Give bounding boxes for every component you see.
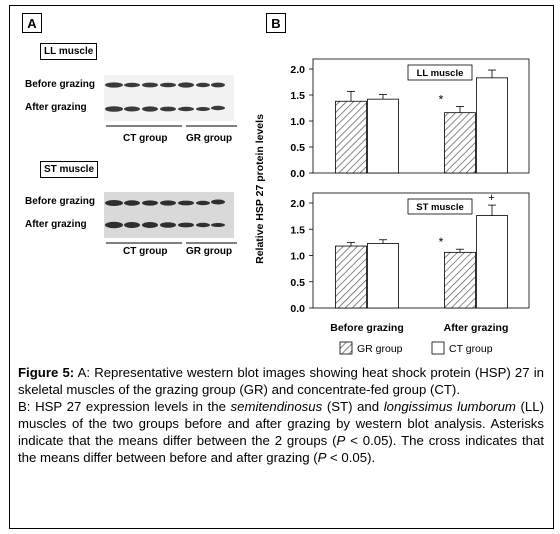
caption-part-b: B: HSP 27 expression levels in the semit…: [18, 398, 544, 466]
st-ytick-label: 1.5: [290, 224, 305, 236]
st-before-label: Before grazing: [25, 196, 96, 207]
ll-ytick-label: 0.5: [290, 142, 305, 154]
st-chart-title: ST muscle: [416, 202, 464, 213]
ll-before-label: Before grazing: [25, 79, 96, 90]
ll-bar-ct-before: [367, 98, 399, 174]
caption-b-1: B: HSP 27 expression levels in the: [18, 399, 231, 414]
ll-muscle-label-a: LL muscle: [40, 43, 98, 60]
st-group-lines: [106, 242, 237, 244]
st-bar-ct-after: [476, 215, 508, 309]
st-plot-frame: [312, 192, 530, 309]
st-muscle-label-a: ST muscle: [40, 161, 99, 178]
st-significance-star: *: [439, 235, 444, 249]
st-title-box: [407, 198, 473, 215]
ll-group-lines: [106, 125, 237, 127]
legend-ct-swatch: [431, 341, 445, 355]
figure-caption: Figure 5: A: Representative western blot…: [18, 364, 544, 466]
st-bar-gr-after: [444, 251, 476, 309]
st-significance-cross: +: [488, 192, 494, 204]
y-axis-label: Relative HSP 27 protein levels: [254, 114, 266, 264]
legend-gr-label: GR group: [357, 343, 403, 355]
st-ytick-label: 1.0: [290, 251, 305, 263]
ll-ytick-label: 0.0: [290, 168, 305, 180]
caption-b-long: longissimus lumborum: [383, 399, 516, 414]
caption-a-text: A: Representative western blot images sh…: [18, 365, 544, 397]
ll-after-label: After grazing: [25, 102, 87, 113]
st-after-label: After grazing: [25, 219, 87, 230]
ll-ytick-label: 1.5: [290, 90, 305, 102]
ll-significance-star: *: [439, 92, 444, 106]
caption-b-semi: semitendinosus: [230, 399, 323, 414]
caption-b-5: < 0.05).: [326, 450, 376, 465]
x-label-after: After grazing: [444, 322, 509, 334]
ll-plot-frame: [312, 58, 530, 174]
st-bar-gr-before: [335, 245, 367, 309]
panel-b-letter: B: [266, 13, 286, 33]
st-ct-group-label: CT group: [123, 246, 168, 257]
caption-b-p1: P: [336, 433, 346, 448]
caption-b-3: (LL) muscles of the two groups before an…: [18, 399, 544, 448]
caption-b-2: (ST) and: [322, 399, 384, 414]
ll-title-box: [407, 64, 473, 81]
caption-fig-label: Figure 5:: [18, 365, 75, 380]
caption-b-p2: P: [317, 450, 327, 465]
legend-gr-swatch: [339, 341, 353, 355]
ll-ct-group-label: CT group: [123, 133, 168, 144]
ll-ytick-label: 2.0: [290, 64, 305, 76]
ll-gr-group-label: GR group: [186, 133, 233, 144]
st-ytick-label: 0.0: [290, 303, 305, 315]
legend-ct-label: CT group: [449, 343, 493, 355]
ll-bar-gr-before: [335, 100, 367, 174]
st-ytick-label: 0.5: [290, 277, 305, 289]
st-bar-ct-before: [367, 243, 399, 309]
ll-blot-image: [104, 75, 234, 121]
ll-bar-ct-after: [476, 77, 508, 174]
panel-b-chart: Relative HSP 27 protein levels 0.0 0.5 1.0…: [254, 58, 530, 355]
st-blot-image: [104, 192, 234, 238]
caption-part-a: Figure 5: A: Representative western blot…: [18, 364, 544, 398]
ll-chart-title: LL muscle: [417, 68, 464, 79]
st-ytick-label: 2.0: [290, 198, 305, 210]
ll-bar-gr-after: [444, 112, 476, 174]
panel-a-letter: A: [22, 13, 42, 33]
ll-ytick-label: 1.0: [290, 116, 305, 128]
caption-b-4: < 0.05). The cross indicates that the me…: [18, 433, 544, 465]
x-label-before: Before grazing: [330, 322, 404, 334]
st-gr-group-label: GR group: [186, 246, 233, 257]
